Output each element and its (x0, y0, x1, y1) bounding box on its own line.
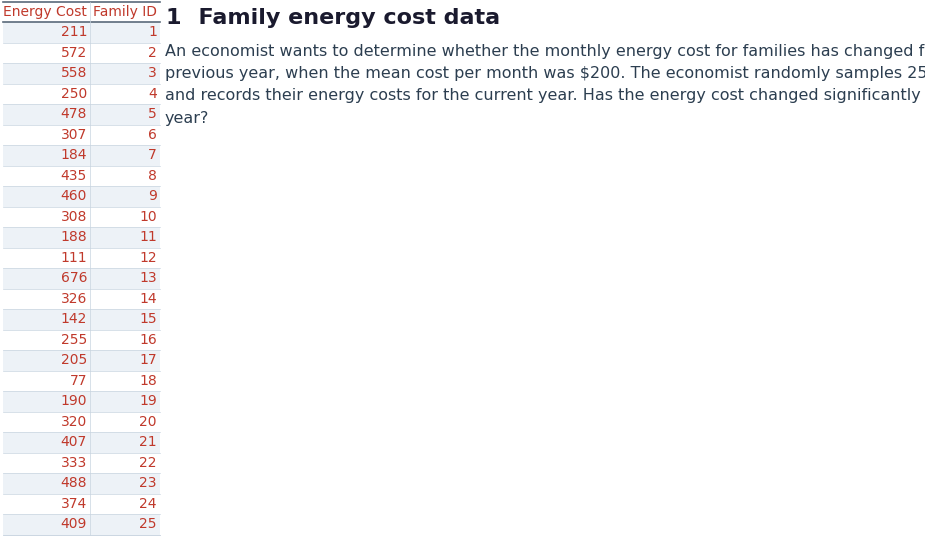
Text: 205: 205 (61, 353, 87, 367)
Bar (3, 514, 160, 534)
Text: 6: 6 (148, 128, 157, 142)
Bar (3, 104, 160, 125)
Bar (3, 473, 160, 493)
Text: 435: 435 (61, 169, 87, 183)
Text: 307: 307 (61, 128, 87, 142)
Text: 676: 676 (60, 271, 87, 285)
Bar (3, 350, 160, 370)
Text: 374: 374 (61, 497, 87, 511)
Text: 326: 326 (61, 292, 87, 306)
Bar (3, 125, 160, 145)
Bar (3, 391, 160, 411)
Bar (3, 227, 160, 247)
Bar (3, 43, 160, 63)
Text: 2: 2 (148, 46, 157, 60)
Text: 460: 460 (61, 189, 87, 203)
Text: 23: 23 (140, 476, 157, 490)
Bar (3, 289, 160, 309)
Text: 9: 9 (148, 189, 157, 203)
Text: 211: 211 (60, 25, 87, 39)
Bar (3, 493, 160, 514)
Text: 7: 7 (148, 148, 157, 162)
Text: 255: 255 (61, 333, 87, 347)
Text: 14: 14 (140, 292, 157, 306)
Text: 24: 24 (140, 497, 157, 511)
Text: 409: 409 (61, 517, 87, 531)
Text: 21: 21 (140, 435, 157, 449)
Text: 1: 1 (148, 25, 157, 39)
Text: 558: 558 (61, 66, 87, 80)
Text: 11: 11 (140, 230, 157, 244)
Text: 407: 407 (61, 435, 87, 449)
Bar (3, 22, 160, 43)
Text: 8: 8 (148, 169, 157, 183)
Text: 488: 488 (60, 476, 87, 490)
Text: 5: 5 (148, 107, 157, 121)
Text: Energy Cost: Energy Cost (3, 5, 87, 19)
Text: 22: 22 (140, 456, 157, 470)
Text: Family ID: Family ID (93, 5, 157, 19)
Text: 20: 20 (140, 415, 157, 429)
Text: An economist wants to determine whether the monthly energy cost for families has: An economist wants to determine whether … (165, 44, 925, 126)
Bar (3, 268, 160, 289)
Text: 190: 190 (60, 394, 87, 408)
Text: 3: 3 (148, 66, 157, 80)
Text: 77: 77 (69, 374, 87, 388)
Bar (3, 411, 160, 432)
Text: 18: 18 (140, 374, 157, 388)
Text: 333: 333 (61, 456, 87, 470)
Text: 184: 184 (60, 148, 87, 162)
Bar (3, 63, 160, 83)
Text: 308: 308 (61, 210, 87, 224)
Text: 111: 111 (60, 251, 87, 265)
Bar (3, 453, 160, 473)
Text: 572: 572 (61, 46, 87, 60)
Bar (3, 145, 160, 166)
Text: 16: 16 (140, 333, 157, 347)
Text: 188: 188 (60, 230, 87, 244)
Bar (3, 166, 160, 186)
Bar (3, 330, 160, 350)
Bar (3, 309, 160, 330)
Bar (3, 432, 160, 453)
Text: 17: 17 (140, 353, 157, 367)
Text: 10: 10 (140, 210, 157, 224)
Text: 1: 1 (165, 8, 180, 28)
Text: 4: 4 (148, 87, 157, 101)
Bar (3, 247, 160, 268)
Text: 15: 15 (140, 312, 157, 326)
Bar (3, 206, 160, 227)
Text: 142: 142 (61, 312, 87, 326)
Text: 12: 12 (140, 251, 157, 265)
Text: 19: 19 (140, 394, 157, 408)
Text: 250: 250 (61, 87, 87, 101)
Text: 320: 320 (61, 415, 87, 429)
Text: Family energy cost data: Family energy cost data (183, 8, 500, 28)
Bar (3, 370, 160, 391)
Bar (3, 186, 160, 206)
Bar (3, 83, 160, 104)
Text: 13: 13 (140, 271, 157, 285)
Text: 478: 478 (61, 107, 87, 121)
Text: 25: 25 (140, 517, 157, 531)
